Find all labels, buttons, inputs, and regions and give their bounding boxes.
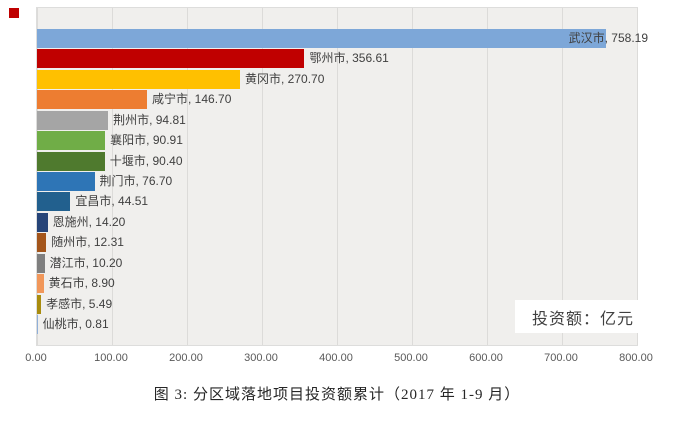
bar-鄂州市 [37,49,305,69]
unit-annotation-text: 投资额：亿元 [531,310,634,328]
x-tick-300.00: 300.00 [244,352,278,364]
bar-十堰市 [37,151,105,171]
bar-label-鄂州市: 鄂州市, 356.61 [309,51,389,66]
bar-黄石市 [37,274,44,294]
x-tick-100.00: 100.00 [94,352,128,364]
bar-label-咸宁市: 咸宁市, 146.70 [152,92,232,107]
gridline-800 [637,8,638,345]
bar-label-随州市: 随州市, 12.31 [51,235,124,250]
figure-caption: 图 3: 分区域落地项目投资额累计（2017 年 1-9 月） [153,387,521,403]
bar-武汉市 [37,29,606,48]
x-tick-400.00: 400.00 [319,352,353,364]
bar-label-黄冈市: 黄冈市, 270.70 [245,71,325,86]
x-tick-800.00: 800.00 [619,352,653,364]
bar-label-孝感市: 孝感市, 5.49 [46,296,113,311]
x-tick-200.00: 200.00 [169,352,203,364]
x-tick-600.00: 600.00 [469,352,503,364]
gridline-500 [412,8,413,345]
bar-咸宁市 [37,90,148,110]
bar-label-襄阳市: 襄阳市, 90.91 [110,133,183,148]
gridline-600 [487,8,488,345]
bar-label-荆门市: 荆门市, 76.70 [99,174,173,188]
bar-荆州市 [37,110,109,130]
corner-red-marker [9,8,19,18]
bar-label-潜江市: 潜江市, 10.20 [49,255,123,270]
bar-孝感市 [37,294,42,314]
bar-label-恩施州: 恩施州, 14.20 [52,214,126,229]
bar-随州市 [37,233,47,253]
gridline-100 [112,8,113,345]
bar-label-武汉市: 武汉市, 758.19 [568,31,649,45]
bar-襄阳市 [37,131,106,151]
x-tick-0.00: 0.00 [25,352,47,364]
bar-宜昌市 [37,192,71,212]
bar-恩施州 [37,212,48,232]
x-tick-700.00: 700.00 [544,352,578,364]
gridline-200 [187,8,188,345]
bar-仙桃市 [37,315,38,335]
x-tick-500.00: 500.00 [394,352,428,364]
bar-label-宜昌市: 宜昌市, 44.51 [75,194,149,209]
x-axis: 0.00 100.00 200.00 300.00 400.00 500.00 600.00… [25,352,653,368]
bar-黄冈市 [37,69,241,89]
bar-荆门市 [37,172,95,191]
bar-潜江市 [37,253,45,273]
plot-area: 武汉市, 758.19 鄂州市, 356.61 黄冈市, 270.70 咸宁市, 14… [36,7,651,346]
bar-label-十堰市: 十堰市, 90.40 [109,153,183,168]
gridline-400 [337,8,338,345]
bar-label-荆州市: 荆州市, 94.81 [113,112,186,127]
gridline-300 [262,8,263,345]
bar-label-黄石市: 黄石市, 8.90 [48,276,115,291]
bar-label-仙桃市: 仙桃市, 0.81 [42,317,109,332]
gridline-700 [562,8,563,345]
unit-annotation-box: 投资额：亿元 [515,300,651,333]
